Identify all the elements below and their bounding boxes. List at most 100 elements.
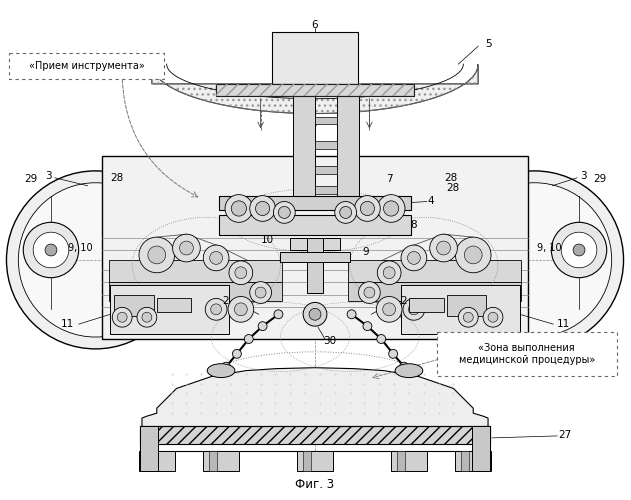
Circle shape bbox=[258, 322, 267, 330]
Circle shape bbox=[408, 252, 420, 264]
Circle shape bbox=[234, 303, 247, 316]
Text: 9: 9 bbox=[362, 247, 369, 257]
Bar bbox=[472, 426, 490, 470]
Circle shape bbox=[278, 206, 290, 218]
Circle shape bbox=[235, 267, 247, 278]
Circle shape bbox=[360, 202, 374, 215]
Circle shape bbox=[377, 194, 405, 222]
FancyBboxPatch shape bbox=[9, 53, 163, 79]
Bar bbox=[280, 252, 350, 262]
Circle shape bbox=[355, 196, 380, 222]
Circle shape bbox=[209, 252, 223, 264]
Bar bbox=[145, 450, 153, 470]
Circle shape bbox=[463, 312, 473, 322]
Circle shape bbox=[142, 312, 152, 322]
Ellipse shape bbox=[395, 364, 423, 378]
Circle shape bbox=[139, 237, 175, 272]
Circle shape bbox=[430, 234, 457, 262]
Circle shape bbox=[274, 310, 283, 318]
Bar bbox=[297, 450, 333, 470]
Bar bbox=[447, 294, 486, 316]
Circle shape bbox=[231, 201, 247, 216]
Text: 3: 3 bbox=[580, 171, 586, 181]
Bar bbox=[156, 298, 191, 312]
Bar bbox=[203, 450, 239, 470]
Circle shape bbox=[23, 222, 79, 278]
Text: 7: 7 bbox=[386, 174, 392, 184]
Circle shape bbox=[250, 282, 271, 304]
Text: 6: 6 bbox=[312, 20, 318, 30]
Circle shape bbox=[225, 194, 252, 222]
Text: 4: 4 bbox=[427, 196, 434, 205]
Bar bbox=[456, 450, 491, 470]
Text: «Прием инструмента»: «Прием инструмента» bbox=[28, 61, 144, 71]
Text: 5: 5 bbox=[485, 40, 492, 50]
Circle shape bbox=[389, 350, 398, 358]
Circle shape bbox=[445, 171, 623, 349]
Circle shape bbox=[384, 201, 399, 216]
Circle shape bbox=[211, 304, 221, 315]
Circle shape bbox=[339, 206, 351, 218]
Bar bbox=[209, 450, 217, 470]
Bar bbox=[397, 450, 405, 470]
Text: 2: 2 bbox=[223, 296, 229, 306]
Text: «Зона выполнения
медицинской процедуры»: «Зона выполнения медицинской процедуры» bbox=[459, 343, 595, 364]
Bar bbox=[219, 196, 411, 210]
Circle shape bbox=[303, 302, 327, 326]
Circle shape bbox=[137, 308, 156, 327]
Bar bbox=[337, 96, 358, 204]
Circle shape bbox=[488, 312, 498, 322]
Circle shape bbox=[573, 244, 585, 256]
Circle shape bbox=[483, 308, 503, 327]
Circle shape bbox=[464, 246, 482, 264]
Bar bbox=[315, 166, 337, 174]
Circle shape bbox=[250, 196, 276, 222]
Bar bbox=[315, 116, 337, 124]
Circle shape bbox=[399, 362, 408, 371]
Text: 2: 2 bbox=[401, 296, 408, 306]
Bar bbox=[391, 450, 427, 470]
Bar bbox=[348, 282, 521, 302]
Bar bbox=[273, 32, 358, 84]
Circle shape bbox=[221, 362, 230, 371]
Circle shape bbox=[561, 232, 597, 268]
Circle shape bbox=[408, 304, 420, 315]
Bar bbox=[401, 284, 520, 334]
Bar bbox=[109, 282, 282, 302]
Circle shape bbox=[203, 245, 229, 271]
Circle shape bbox=[255, 287, 266, 298]
Circle shape bbox=[551, 222, 607, 278]
Bar bbox=[216, 84, 414, 96]
Circle shape bbox=[148, 246, 166, 264]
FancyBboxPatch shape bbox=[437, 332, 616, 376]
Circle shape bbox=[229, 261, 252, 284]
Circle shape bbox=[244, 334, 253, 344]
Circle shape bbox=[273, 202, 295, 224]
Bar bbox=[109, 260, 282, 281]
Circle shape bbox=[256, 202, 269, 215]
Bar bbox=[307, 238, 323, 292]
Bar bbox=[303, 450, 311, 470]
Circle shape bbox=[173, 234, 200, 262]
Circle shape bbox=[309, 308, 321, 320]
Circle shape bbox=[456, 237, 491, 272]
Circle shape bbox=[45, 244, 57, 256]
Ellipse shape bbox=[207, 364, 235, 378]
Bar bbox=[140, 426, 490, 444]
Circle shape bbox=[383, 303, 396, 316]
Text: 28: 28 bbox=[446, 182, 459, 192]
Bar bbox=[315, 141, 337, 149]
Bar bbox=[140, 426, 490, 450]
Text: 30: 30 bbox=[323, 336, 336, 346]
Circle shape bbox=[112, 308, 132, 327]
Circle shape bbox=[358, 282, 380, 304]
Text: 10: 10 bbox=[261, 235, 274, 245]
Text: 8: 8 bbox=[411, 220, 417, 230]
Circle shape bbox=[6, 171, 184, 349]
Text: 29: 29 bbox=[25, 174, 38, 184]
Polygon shape bbox=[142, 368, 488, 428]
Circle shape bbox=[401, 245, 427, 271]
Bar bbox=[290, 238, 339, 250]
Circle shape bbox=[364, 287, 375, 298]
Circle shape bbox=[18, 183, 173, 337]
